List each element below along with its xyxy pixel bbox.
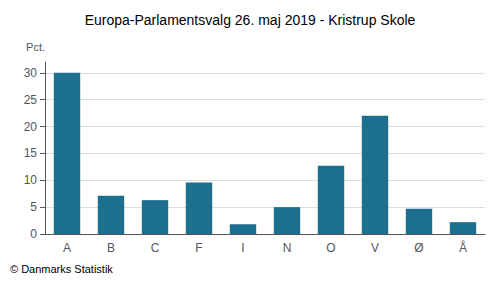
svg-text:10: 10 xyxy=(24,173,38,187)
svg-text:15: 15 xyxy=(24,146,38,160)
svg-text:A: A xyxy=(63,241,71,255)
svg-text:0: 0 xyxy=(30,227,37,241)
svg-text:25: 25 xyxy=(24,93,38,107)
svg-text:© Danmarks Statistik: © Danmarks Statistik xyxy=(10,263,113,275)
svg-text:F: F xyxy=(195,241,202,255)
svg-text:5: 5 xyxy=(30,200,37,214)
svg-text:30: 30 xyxy=(24,66,38,80)
svg-text:B: B xyxy=(107,241,115,255)
svg-text:Europa-Parlamentsvalg 26. maj: Europa-Parlamentsvalg 26. maj 2019 - Kri… xyxy=(85,12,416,28)
svg-text:Pct.: Pct. xyxy=(26,41,45,53)
svg-text:I: I xyxy=(241,241,244,255)
svg-text:C: C xyxy=(151,241,160,255)
svg-text:O: O xyxy=(326,241,335,255)
svg-text:V: V xyxy=(371,241,379,255)
svg-text:Å: Å xyxy=(459,240,467,255)
svg-text:N: N xyxy=(283,241,292,255)
svg-text:20: 20 xyxy=(24,120,38,134)
svg-text:Ø: Ø xyxy=(414,241,423,255)
